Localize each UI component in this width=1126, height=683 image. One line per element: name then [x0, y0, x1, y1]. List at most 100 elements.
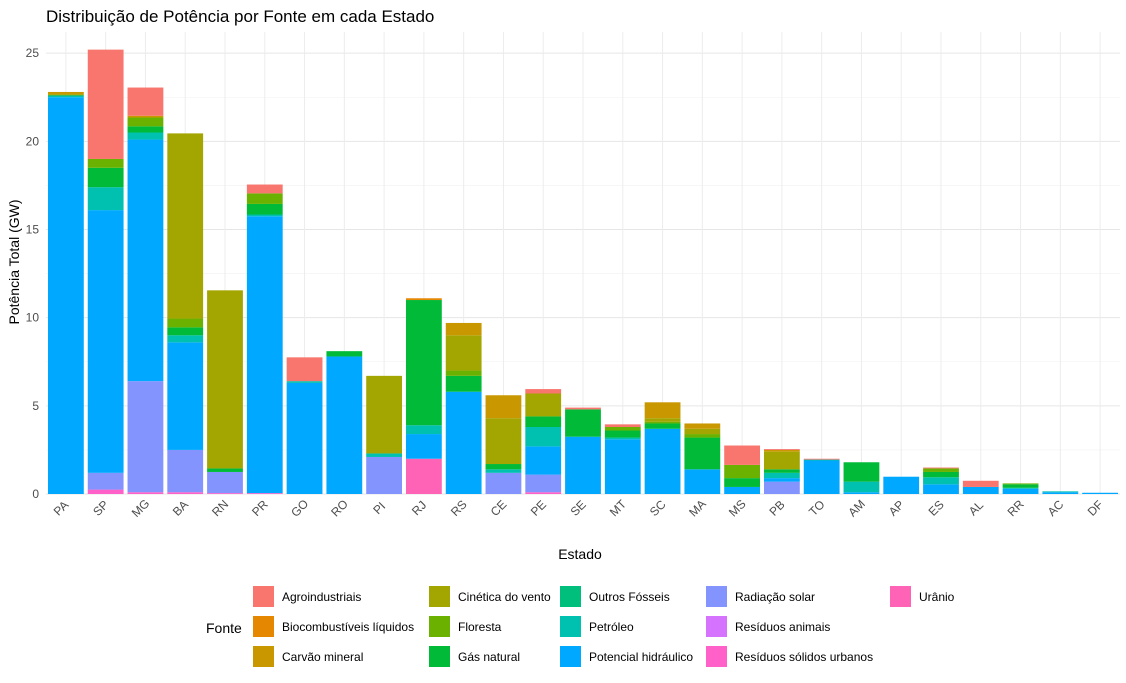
bar-segment: [644, 423, 681, 429]
bar-segment: [724, 486, 761, 494]
legend-label: Carvão mineral: [282, 650, 363, 664]
bar-segment: [1002, 483, 1039, 485]
bar-segment: [604, 430, 641, 438]
bar-segment: [87, 187, 124, 211]
bar-segment: [644, 421, 681, 424]
bar-segment: [167, 335, 204, 343]
bar-segment: [565, 436, 601, 494]
bar-segment: [763, 449, 800, 450]
bar-segment: [843, 481, 880, 493]
bar-segment: [684, 469, 721, 494]
bar-segment: [87, 167, 124, 188]
x-tick-label: MA: [686, 497, 709, 520]
x-tick-label: BA: [170, 498, 191, 519]
bar-segment: [485, 469, 522, 473]
bar-segment: [445, 370, 482, 376]
bar-segment: [763, 451, 800, 470]
bar-segment: [445, 375, 482, 392]
bar-segment: [485, 472, 522, 494]
bar-segment: [286, 357, 323, 382]
bar-segment: [87, 158, 124, 168]
bar-segment: [405, 298, 442, 301]
bar-segment: [167, 492, 204, 494]
x-tick-label: RJ: [409, 498, 429, 518]
bar-segment: [445, 322, 482, 336]
bar-segment: [684, 434, 721, 438]
bar-segment: [366, 375, 403, 454]
bar-segment: [246, 203, 283, 215]
bar-segment: [127, 492, 164, 494]
x-tick-label: AM: [845, 497, 868, 520]
bar-segment: [724, 464, 761, 479]
bar-segment: [883, 476, 920, 494]
bar-segment: [127, 117, 164, 127]
x-tick-label: RS: [448, 497, 470, 519]
bar-segment: [485, 464, 522, 470]
x-tick-label: SE: [568, 498, 589, 519]
x-tick-label: AP: [886, 498, 907, 519]
bar-segment: [923, 477, 959, 485]
bar-segment: [644, 428, 681, 494]
bar-segment: [843, 462, 880, 482]
x-tick-label: CE: [488, 497, 510, 519]
legend-label: Cinética do vento: [458, 590, 551, 604]
x-tick-label: TO: [806, 497, 828, 519]
bar-segment: [644, 418, 681, 422]
bar-segment: [246, 184, 283, 194]
y-tick-label: 5: [32, 399, 39, 413]
bar-segment: [1002, 487, 1039, 489]
legend-key: [560, 616, 581, 637]
legend-label: Biocombustíveis líquidos: [282, 620, 414, 634]
bar-segment: [1002, 488, 1039, 494]
bar-segment: [923, 467, 959, 469]
x-tick-label: SC: [647, 497, 669, 519]
bar-segment: [525, 474, 562, 493]
bar-segment: [644, 402, 681, 419]
bar-segment: [445, 391, 482, 494]
bar-segment: [763, 481, 800, 494]
bar-segment: [167, 342, 204, 450]
bar-segment: [87, 49, 124, 159]
bar-segment: [207, 493, 243, 494]
bar-segment: [366, 456, 403, 494]
bar-segment: [87, 210, 124, 473]
bar-segment: [286, 381, 323, 383]
bar-segment: [405, 458, 442, 494]
legend-label: Resíduos sólidos urbanos: [735, 650, 873, 664]
legend-label: Urânio: [919, 590, 955, 604]
bar-segment: [565, 407, 601, 410]
bar-segment: [525, 389, 562, 394]
bar-segment: [246, 193, 283, 204]
y-tick-label: 0: [32, 487, 39, 501]
bar-segment: [803, 459, 840, 461]
bar-segment: [604, 437, 641, 440]
bar-segment: [127, 139, 164, 382]
bar-segment: [405, 300, 442, 426]
x-tick-label: DF: [1085, 498, 1106, 519]
legend-label: Gás natural: [458, 650, 520, 664]
x-tick-label: SP: [90, 498, 111, 519]
x-tick-label: AL: [966, 498, 987, 519]
bar-segment: [207, 468, 243, 472]
bar-segment: [326, 351, 363, 357]
bar-segment: [246, 214, 283, 217]
bar-segment: [962, 486, 999, 494]
bar-segment: [127, 126, 164, 133]
legend-label: Potencial hidráulico: [589, 650, 693, 664]
x-tick-label: GO: [288, 497, 311, 520]
y-tick-label: 25: [26, 46, 40, 60]
bar-segment: [405, 434, 442, 459]
bar-segment: [207, 471, 243, 494]
bar-segment: [763, 469, 800, 473]
bar-segment: [405, 425, 442, 435]
chart-title: Distribuição de Potência por Fonte em ca…: [46, 7, 434, 26]
x-tick-label: PB: [766, 498, 787, 519]
legend-label: Agroindustriais: [282, 590, 361, 604]
bar-segment: [604, 439, 641, 494]
bar-segment: [167, 318, 204, 328]
legend-label: Petróleo: [589, 620, 634, 634]
bar-segment: [525, 446, 562, 475]
legend-label: Radiação solar: [735, 590, 815, 604]
legend-label: Floresta: [458, 620, 502, 634]
bar-segment: [763, 449, 800, 452]
